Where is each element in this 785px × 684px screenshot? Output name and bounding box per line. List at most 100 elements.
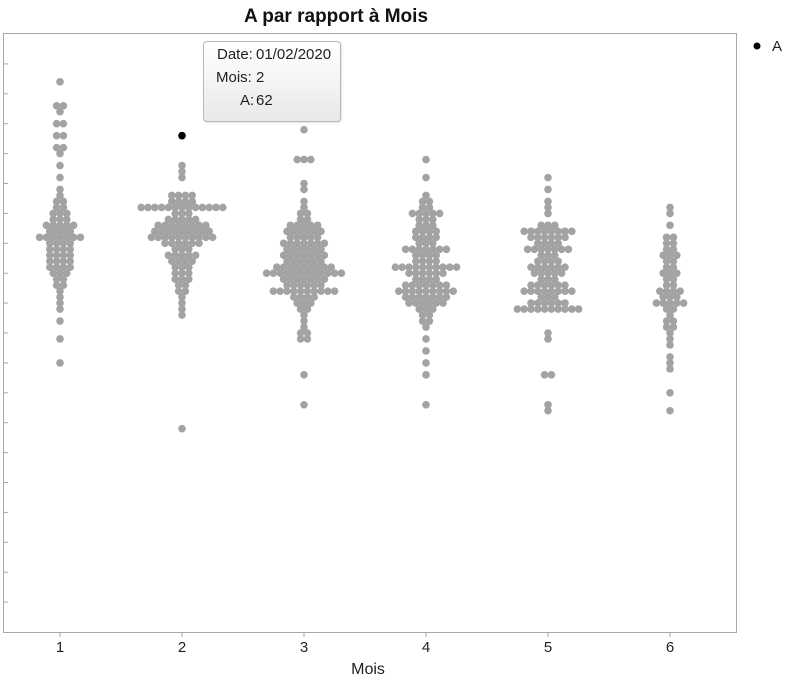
data-point[interactable] xyxy=(523,245,532,254)
data-point[interactable] xyxy=(76,233,85,242)
data-point[interactable] xyxy=(286,251,295,260)
data-point[interactable] xyxy=(46,257,54,266)
data-point[interactable] xyxy=(418,275,427,283)
data-point[interactable] xyxy=(425,251,434,260)
data-point[interactable] xyxy=(547,263,556,272)
data-point[interactable] xyxy=(666,203,674,212)
data-point[interactable] xyxy=(551,221,559,230)
data-point[interactable] xyxy=(540,371,549,379)
data-point[interactable] xyxy=(547,233,556,242)
data-point[interactable] xyxy=(662,281,671,289)
data-point[interactable] xyxy=(666,251,674,260)
data-point[interactable] xyxy=(415,293,424,301)
data-point[interactable] xyxy=(429,239,437,248)
data-point[interactable] xyxy=(188,239,196,248)
data-point[interactable] xyxy=(307,233,315,242)
data-point[interactable] xyxy=(554,257,562,266)
data-point[interactable] xyxy=(59,203,68,212)
data-point[interactable] xyxy=(293,239,302,248)
data-point[interactable] xyxy=(185,263,193,272)
data-point[interactable] xyxy=(63,215,71,224)
data-point[interactable] xyxy=(171,275,179,283)
data-point[interactable] xyxy=(161,221,169,230)
data-point[interactable] xyxy=(662,239,671,248)
data-point[interactable] xyxy=(307,299,315,307)
data-point[interactable] xyxy=(666,365,674,373)
data-point[interactable] xyxy=(46,245,54,254)
data-point[interactable] xyxy=(317,245,325,254)
data-point[interactable] xyxy=(188,197,196,206)
data-point[interactable] xyxy=(56,317,64,325)
data-point[interactable] xyxy=(52,281,61,289)
data-point[interactable] xyxy=(561,305,569,313)
data-point[interactable] xyxy=(49,233,57,242)
data-point[interactable] xyxy=(405,269,413,278)
data-point[interactable] xyxy=(56,221,64,230)
data-point[interactable] xyxy=(520,287,528,295)
data-point[interactable] xyxy=(544,221,552,230)
data-point[interactable] xyxy=(435,281,444,289)
data-point[interactable] xyxy=(554,263,562,272)
data-point[interactable] xyxy=(561,287,569,295)
data-point[interactable] xyxy=(52,101,61,110)
data-point[interactable] xyxy=(429,215,437,224)
data-point[interactable] xyxy=(544,173,552,182)
data-point[interactable] xyxy=(59,239,68,248)
data-point[interactable] xyxy=(561,233,569,242)
data-point[interactable] xyxy=(418,197,427,206)
data-point[interactable] xyxy=(307,263,315,272)
data-point[interactable] xyxy=(669,287,678,295)
data-point[interactable] xyxy=(296,335,305,343)
data-point[interactable] xyxy=(673,299,681,307)
data-point[interactable] xyxy=(154,221,162,230)
data-point[interactable] xyxy=(310,245,319,254)
data-point[interactable] xyxy=(164,227,173,236)
data-point[interactable] xyxy=(35,233,44,242)
data-point[interactable] xyxy=(56,78,64,86)
data-point[interactable] xyxy=(56,161,64,170)
data-point[interactable] xyxy=(59,131,68,140)
data-point[interactable] xyxy=(191,215,200,224)
data-point[interactable] xyxy=(66,245,74,254)
data-point[interactable] xyxy=(669,263,678,272)
data-point[interactable] xyxy=(408,293,417,301)
data-point[interactable] xyxy=(337,269,346,278)
data-point[interactable] xyxy=(69,233,78,242)
data-point[interactable] xyxy=(290,269,298,278)
data-point[interactable] xyxy=(185,245,193,254)
data-point[interactable] xyxy=(432,251,441,260)
data-point[interactable] xyxy=(324,287,332,295)
data-point[interactable] xyxy=(185,269,193,278)
data-point[interactable] xyxy=(178,311,186,319)
data-point[interactable] xyxy=(327,263,336,272)
data-point[interactable] xyxy=(439,299,447,307)
data-point[interactable] xyxy=(317,227,325,236)
data-point[interactable] xyxy=(544,329,552,337)
data-point[interactable] xyxy=(547,299,556,307)
data-point[interactable] xyxy=(418,311,427,319)
data-point[interactable] xyxy=(303,245,312,254)
data-point[interactable] xyxy=(422,239,430,248)
data-point[interactable] xyxy=(432,275,441,283)
data-point[interactable] xyxy=(412,263,420,272)
legend[interactable]: A xyxy=(753,38,783,55)
data-point[interactable] xyxy=(290,257,298,266)
data-point[interactable] xyxy=(418,233,427,242)
data-point[interactable] xyxy=(425,311,434,319)
data-point[interactable] xyxy=(178,305,186,313)
data-point[interactable] xyxy=(300,155,308,164)
data-point[interactable] xyxy=(432,227,441,236)
data-point[interactable] xyxy=(666,341,674,349)
data-point[interactable] xyxy=(432,299,441,307)
data-point[interactable] xyxy=(296,209,305,218)
data-point[interactable] xyxy=(415,305,424,313)
data-point[interactable] xyxy=(188,257,196,266)
data-point[interactable] xyxy=(188,221,196,230)
data-point[interactable] xyxy=(147,233,156,242)
data-point[interactable] xyxy=(164,251,173,260)
data-point[interactable] xyxy=(534,305,542,313)
data-point[interactable] xyxy=(652,299,661,307)
data-point[interactable] xyxy=(293,155,302,164)
data-point[interactable] xyxy=(673,269,681,278)
data-point[interactable] xyxy=(56,215,64,224)
